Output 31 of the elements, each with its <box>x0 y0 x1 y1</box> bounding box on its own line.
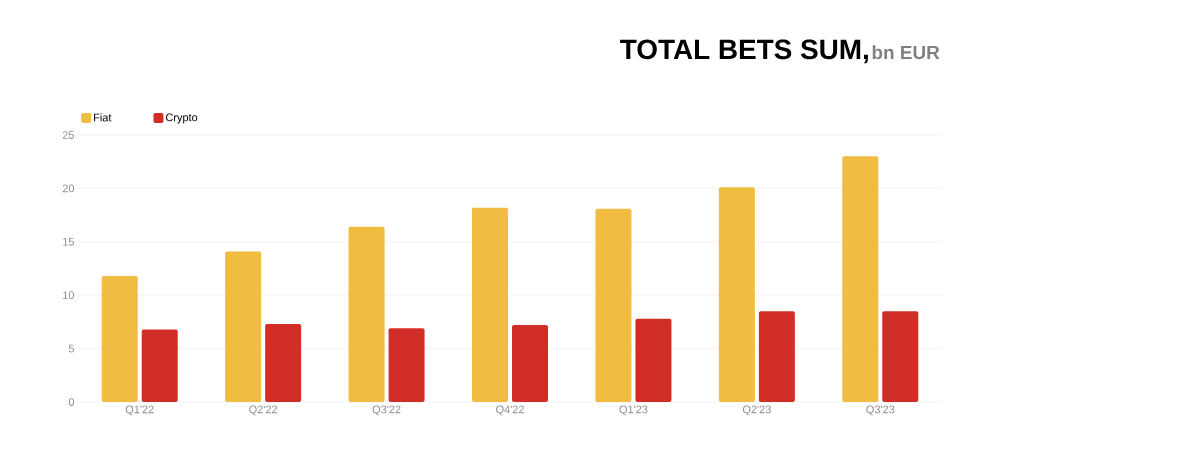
x-tick-label: Q1'22 <box>125 405 154 416</box>
x-tick-label: Q3'22 <box>372 405 401 416</box>
chart-title: TOTAL BETS SUM, <box>620 39 868 64</box>
y-tick-label: 20 <box>62 184 75 193</box>
y-tick-label: 10 <box>63 291 75 300</box>
x-tick-label: Q2'22 <box>249 405 278 416</box>
bar <box>512 325 548 402</box>
x-tick-label: Q3'23 <box>866 405 895 416</box>
x-tick-label: Q1'23 <box>619 405 648 416</box>
bar <box>225 251 262 402</box>
bar <box>348 226 385 402</box>
bar <box>101 275 138 402</box>
bar <box>472 207 508 402</box>
bar <box>718 187 755 402</box>
x-tick-label: Q4'22 <box>496 405 524 416</box>
bar <box>758 311 795 402</box>
bar <box>842 156 879 402</box>
bar <box>141 329 178 402</box>
bar <box>882 311 919 402</box>
y-tick-label: 0 <box>68 398 75 406</box>
bar <box>595 208 632 402</box>
bar <box>265 324 302 402</box>
x-tick-label: Q2'23 <box>742 405 771 416</box>
y-tick-label: 25 <box>62 131 75 139</box>
legend-label: Fiat <box>94 113 112 122</box>
legend-label: Crypto <box>166 113 198 124</box>
y-tick-label: 15 <box>63 237 75 246</box>
y-tick-label: 5 <box>68 344 75 353</box>
chart-subtitle: bn EUR <box>872 45 940 60</box>
bar <box>635 318 672 402</box>
bar <box>388 328 425 402</box>
